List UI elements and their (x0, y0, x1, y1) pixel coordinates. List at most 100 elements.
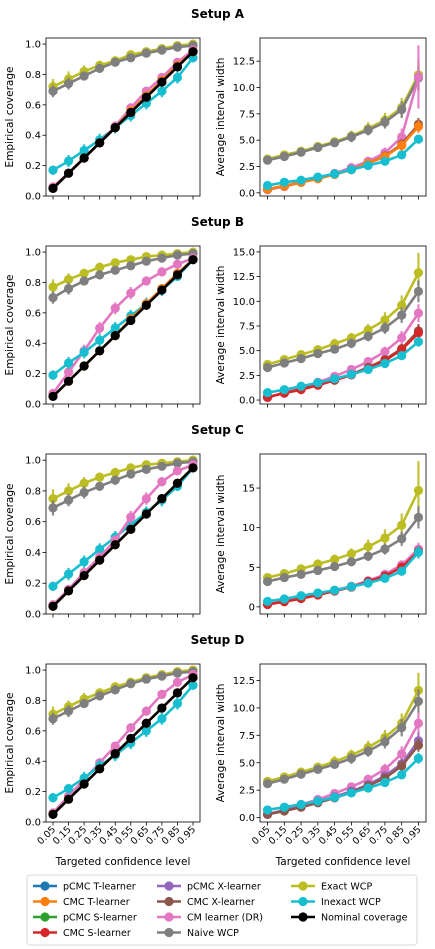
data-point (313, 378, 323, 388)
data-point (48, 601, 58, 611)
series-line (267, 272, 420, 366)
data-point (413, 547, 424, 557)
data-point (141, 48, 151, 58)
data-point (397, 105, 407, 115)
data-point (110, 323, 120, 333)
data-point (397, 534, 407, 544)
data-point (313, 764, 323, 774)
data-point (157, 461, 167, 471)
series-line (52, 668, 194, 716)
y-tick-label: 0.4 (25, 339, 41, 350)
data-point (380, 323, 390, 333)
y-tick-label: 0.8 (25, 696, 41, 707)
data-point (63, 376, 74, 386)
data-point (279, 151, 289, 162)
legend-item-naive-wcp: Naive WCP (157, 927, 239, 939)
y-tick-label: 0.8 (25, 486, 41, 497)
data-point (313, 172, 323, 182)
y-tick-label: 0.0 (25, 192, 41, 203)
data-point (95, 335, 105, 345)
data-point (330, 374, 340, 384)
y-tick-label: 12.5 (233, 676, 255, 687)
data-point (126, 261, 136, 271)
series-group (262, 252, 424, 403)
data-point (262, 362, 273, 373)
y-axis-label: Average interval width (215, 475, 227, 594)
data-point (48, 86, 58, 96)
data-point (63, 486, 74, 496)
data-point (380, 737, 390, 747)
y-tick-label: 5 (249, 563, 255, 574)
y-tick-label: 0.4 (25, 548, 41, 559)
data-point (330, 585, 340, 595)
y-axis-label: Average interval width (215, 58, 227, 177)
data-point (157, 689, 167, 699)
data-point (48, 370, 58, 380)
data-point (413, 337, 424, 347)
data-point (141, 706, 151, 716)
legend-marker (40, 881, 50, 891)
data-point (79, 478, 89, 488)
y-tick-label: 10 (242, 523, 255, 534)
x-axis-label: Targeted confidence level (55, 856, 191, 868)
data-point (380, 533, 390, 543)
series-line (52, 44, 194, 93)
data-point (380, 544, 390, 554)
data-point (380, 156, 390, 166)
data-point (279, 594, 289, 604)
data-point (346, 582, 356, 592)
data-point (63, 168, 74, 178)
y-tick-label: 10.0 (233, 83, 255, 94)
panel-3: Setup B 0.0 0.2 0.4 0.6 0.8 1.0 Empirical cover… (4, 215, 244, 411)
panel-6: 0 5 10 15 Average interval width (215, 453, 427, 618)
legend-label: pCMC S-learner (63, 913, 137, 924)
y-tick-label: 10.0 (233, 297, 255, 308)
series-naive-wcp (48, 40, 198, 98)
data-point (172, 458, 183, 468)
data-point (110, 467, 120, 478)
legend-label: pCMC T-learner (63, 882, 136, 893)
data-point (380, 315, 390, 325)
series-line (52, 50, 194, 190)
series-line (267, 689, 420, 783)
legend-item-cmc-t-learner: CMC T-learner (33, 896, 130, 908)
data-point (63, 274, 74, 285)
data-point (397, 770, 407, 780)
data-point (380, 764, 390, 774)
data-point (157, 671, 167, 681)
legend-label: CMC X-learner (187, 897, 255, 908)
data-point (363, 783, 373, 793)
legend-label: Naive WCP (187, 928, 239, 939)
data-point (95, 481, 105, 491)
series-nominal-coverage (48, 463, 198, 611)
legend-frame (26, 874, 418, 946)
data-point (330, 138, 340, 148)
panel-4: 0.0 2.5 5.0 7.5 10.0 12.5 15.0 Average interval… (215, 245, 427, 408)
data-point (63, 794, 74, 804)
data-point (126, 524, 136, 534)
data-point (296, 769, 306, 779)
data-point (79, 570, 89, 581)
data-point (126, 107, 136, 118)
data-point (296, 147, 306, 157)
data-point (95, 63, 105, 73)
data-point (141, 674, 151, 684)
y-axis-label: Empirical coverage (4, 484, 16, 585)
data-point (380, 117, 390, 127)
data-point (48, 503, 58, 513)
series-naive-wcp (48, 666, 198, 725)
legend-item-cmc-s-learner: CMC S-learner (33, 927, 131, 939)
data-point (380, 777, 390, 788)
series-line (267, 516, 420, 583)
data-point (172, 72, 183, 83)
plot-area (259, 245, 427, 405)
y-tick-label: 1.0 (25, 666, 41, 677)
data-point (110, 303, 120, 313)
data-point (157, 703, 167, 713)
legend-item-pcmc-x-learner: pCMC X-learner (157, 881, 261, 893)
x-tick-label: 0.95 (175, 824, 198, 847)
data-point (346, 549, 356, 559)
data-point (110, 741, 120, 751)
data-point (172, 42, 183, 52)
data-point (63, 358, 74, 368)
